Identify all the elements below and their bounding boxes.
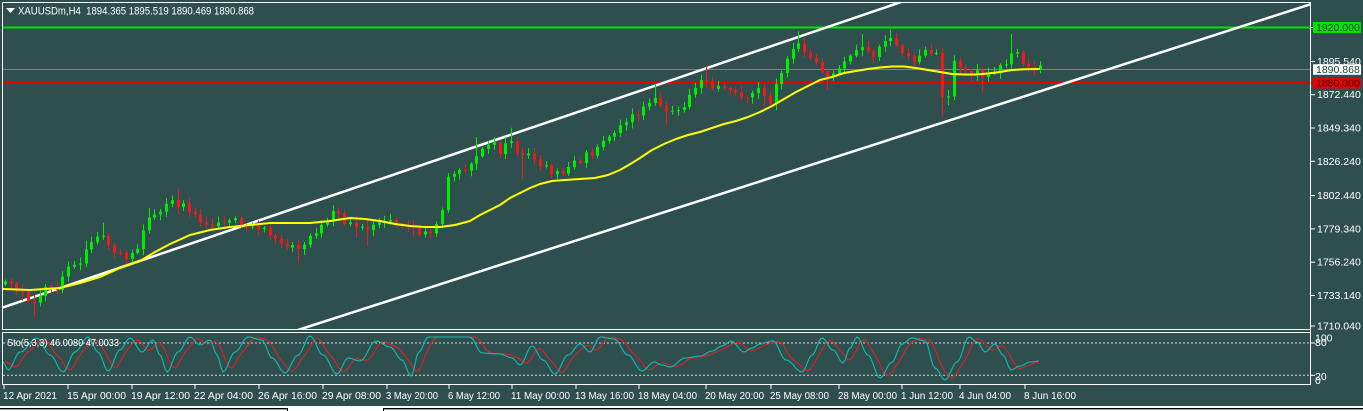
- svg-text:19 Apr 12:00: 19 Apr 12:00: [131, 391, 190, 402]
- svg-text:1802.440: 1802.440: [1317, 190, 1361, 202]
- svg-text:13 May 16:00: 13 May 16:00: [575, 391, 634, 402]
- svg-text:20 May 20:00: 20 May 20:00: [705, 391, 764, 402]
- svg-text:1710.040: 1710.040: [1317, 321, 1361, 333]
- svg-text:20: 20: [1315, 371, 1327, 383]
- svg-text:1756.240: 1756.240: [1317, 257, 1361, 269]
- svg-text:1920.000: 1920.000: [1316, 22, 1360, 34]
- svg-text:11 May 00:00: 11 May 00:00: [511, 391, 570, 402]
- svg-text:100: 100: [1315, 332, 1333, 344]
- svg-text:XAUUSDm,H4 1894.365 1895.519: XAUUSDm,H4 1894.365 1895.519 1890.469 18…: [18, 6, 254, 18]
- svg-text:1826.240: 1826.240: [1317, 156, 1361, 168]
- svg-text:0: 0: [1315, 375, 1321, 387]
- svg-text:26 Apr 16:00: 26 Apr 16:00: [258, 391, 317, 402]
- svg-text:1880.000: 1880.000: [1316, 78, 1360, 90]
- svg-text:1733.140: 1733.140: [1317, 290, 1361, 302]
- svg-text:12 Apr 2021: 12 Apr 2021: [3, 391, 57, 402]
- svg-text:28 May 00:00: 28 May 00:00: [838, 391, 897, 402]
- svg-text:1779.340: 1779.340: [1317, 223, 1361, 235]
- svg-text:8 Jun 16:00: 8 Jun 16:00: [1024, 391, 1076, 402]
- svg-text:6 May 12:00: 6 May 12:00: [448, 391, 500, 402]
- svg-text:1872.440: 1872.440: [1317, 89, 1361, 101]
- svg-text:29 Apr 08:00: 29 Apr 08:00: [322, 391, 381, 402]
- svg-text:Sto(5,3,3) 46.0080 47.0033: Sto(5,3,3) 46.0080 47.0033: [7, 338, 119, 349]
- svg-text:25 May 08:00: 25 May 08:00: [770, 391, 829, 402]
- svg-text:3 May 20:00: 3 May 20:00: [386, 391, 438, 402]
- svg-text:22 Apr 04:00: 22 Apr 04:00: [194, 391, 253, 402]
- svg-text:4 Jun 04:00: 4 Jun 04:00: [959, 391, 1011, 402]
- svg-text:80: 80: [1315, 337, 1327, 349]
- svg-text:1849.340: 1849.340: [1317, 123, 1361, 135]
- svg-text:15 Apr 00:00: 15 Apr 00:00: [67, 391, 126, 402]
- svg-text:18 May 04:00: 18 May 04:00: [638, 391, 697, 402]
- svg-text:1890.868: 1890.868: [1316, 64, 1360, 76]
- svg-text:1 Jun 12:00: 1 Jun 12:00: [901, 391, 953, 402]
